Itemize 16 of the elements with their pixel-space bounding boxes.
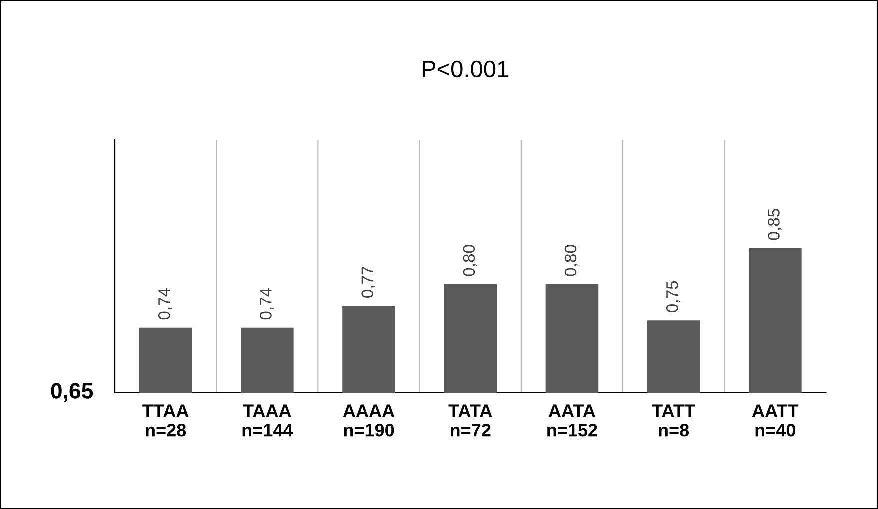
text: 0,65 xyxy=(51,383,94,402)
data-label: 0,80 xyxy=(564,245,579,276)
x-tick-label: AATA n=152 xyxy=(548,404,598,437)
x-tick-label: TATT n=8 xyxy=(652,404,696,437)
data-label: 0,75 xyxy=(666,281,680,312)
data-label: 0,85 xyxy=(768,209,782,240)
chart-title: P<0.001 xyxy=(422,60,508,78)
data-label: 0,74 xyxy=(158,288,172,320)
data-label: 0,77 xyxy=(362,267,376,298)
data-label: 0,74 xyxy=(260,288,274,320)
data-label: 0,80 xyxy=(463,245,478,276)
x-tick-label: TATA n=72 xyxy=(448,404,492,437)
x-tick-label: AAAA n=190 xyxy=(343,404,395,437)
x-tick-label: AATT n=40 xyxy=(752,404,799,437)
x-tick-label: TTAA n=28 xyxy=(142,404,189,437)
x-tick-label: TAAA n=144 xyxy=(242,404,294,437)
